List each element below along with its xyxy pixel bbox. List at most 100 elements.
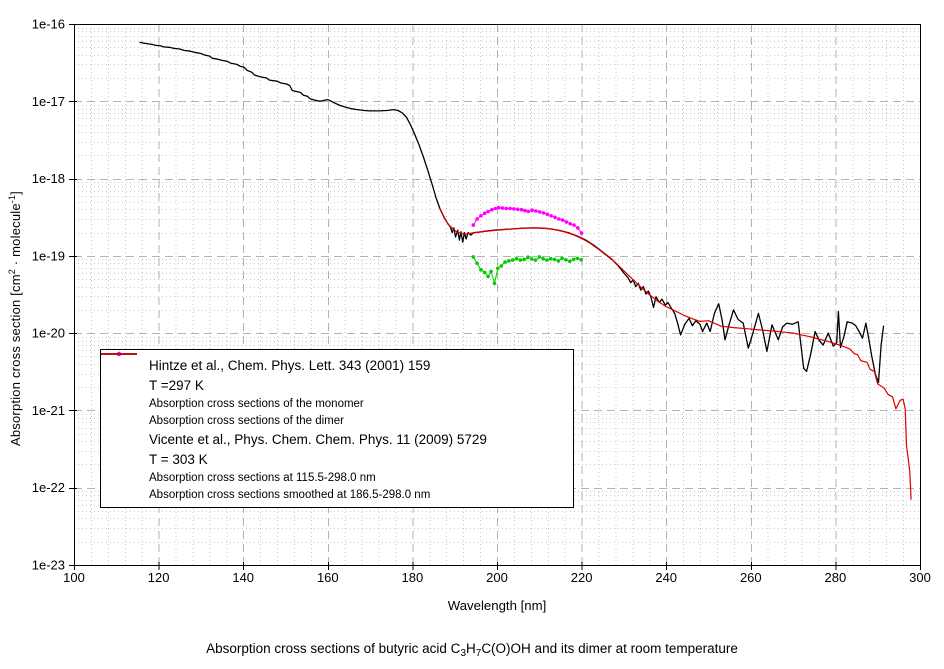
series-monomer bbox=[471, 255, 583, 286]
legend-label: T = 303 K bbox=[149, 451, 208, 467]
data-point-monomer bbox=[575, 256, 580, 261]
legend-label: Absorption cross sections at 115.5-298.0… bbox=[149, 471, 376, 484]
data-point-monomer bbox=[579, 258, 583, 262]
legend-row: Hintze et al., Chem. Phys. Lett. 343 (20… bbox=[101, 351, 573, 375]
data-point-monomer bbox=[533, 258, 538, 262]
data-point-dimer bbox=[512, 207, 516, 211]
x-tick-label: 120 bbox=[148, 570, 170, 585]
data-point-monomer bbox=[529, 257, 534, 261]
legend-label: Absorption cross sections of the monomer bbox=[149, 397, 364, 410]
y-tick-label: 1e-16 bbox=[32, 17, 65, 32]
data-point-monomer bbox=[482, 270, 487, 275]
x-tick-label: 200 bbox=[486, 570, 508, 585]
ylabel-part-text: Absorption cross section [cm bbox=[8, 274, 23, 446]
y-tick-label: 1e-17 bbox=[32, 94, 65, 109]
chart-caption: Absorption cross sections of butyric aci… bbox=[0, 641, 944, 659]
x-tick-label: 180 bbox=[402, 570, 424, 585]
data-point-dimer bbox=[471, 223, 476, 227]
data-point-dimer bbox=[519, 207, 524, 212]
data-point-dimer bbox=[523, 208, 527, 213]
axis-ticks bbox=[69, 24, 921, 570]
data-point-monomer bbox=[514, 256, 519, 261]
legend-label: Absorption cross sections of the dimer bbox=[149, 414, 344, 427]
data-point-monomer bbox=[568, 259, 572, 264]
legend-label: T =297 K bbox=[149, 377, 204, 393]
data-point-dimer bbox=[572, 223, 576, 227]
data-point-dimer bbox=[490, 207, 494, 212]
x-tick-label: 300 bbox=[909, 570, 931, 585]
y-tick-label: 1e-23 bbox=[32, 558, 65, 573]
y-tick-label: 1e-19 bbox=[32, 248, 65, 263]
ylabel-part-sup: 2 bbox=[7, 269, 17, 275]
y-tick-label: 1e-22 bbox=[32, 480, 65, 495]
data-point-dimer bbox=[553, 215, 557, 220]
data-point-monomer bbox=[526, 255, 530, 259]
data-point-dimer bbox=[493, 206, 498, 211]
data-point-dimer bbox=[560, 218, 565, 222]
series-dimer bbox=[471, 205, 584, 235]
data-point-dimer bbox=[568, 222, 572, 226]
data-point-dimer bbox=[496, 205, 501, 210]
caption-part-text: H bbox=[466, 641, 476, 656]
x-tick-label: 220 bbox=[571, 570, 593, 585]
data-point-monomer bbox=[507, 259, 511, 263]
data-point-dimer bbox=[486, 209, 490, 214]
legend-row: T =297 K bbox=[101, 375, 573, 395]
data-point-dimer bbox=[545, 212, 550, 217]
x-tick-label: 140 bbox=[232, 570, 254, 585]
data-point-monomer bbox=[548, 256, 553, 261]
data-point-dimer bbox=[541, 211, 546, 215]
data-point-monomer bbox=[503, 260, 507, 264]
y-tick-label: 1e-21 bbox=[32, 403, 65, 418]
y-tick-label: 1e-20 bbox=[32, 326, 65, 341]
legend-row: Absorption cross sections of the dimer bbox=[101, 351, 573, 429]
legend-row: Absorption cross sections smoothed at 18… bbox=[101, 353, 573, 503]
data-point-dimer bbox=[482, 211, 487, 216]
caption-part-sub: 3 bbox=[460, 648, 466, 659]
x-tick-label: 280 bbox=[825, 570, 847, 585]
data-point-dimer bbox=[526, 209, 531, 214]
data-point-monomer bbox=[471, 255, 476, 259]
data-point-dimer bbox=[537, 210, 542, 214]
data-point-dimer bbox=[579, 231, 584, 235]
data-point-monomer bbox=[499, 264, 504, 268]
data-point-dimer bbox=[515, 207, 520, 212]
data-point-monomer bbox=[541, 256, 545, 261]
legend-line-icon bbox=[101, 353, 137, 355]
data-point-dimer bbox=[504, 206, 509, 211]
legend-row: T = 303 K bbox=[101, 449, 573, 469]
x-axis-label: Wavelength [nm] bbox=[448, 598, 546, 613]
caption-part-text: C(O)OH and its dimer at room temperature bbox=[481, 641, 738, 656]
legend-box: Hintze et al., Chem. Phys. Lett. 343 (20… bbox=[100, 349, 574, 508]
data-point-monomer bbox=[560, 256, 564, 261]
data-point-dimer bbox=[508, 206, 512, 211]
legend-row: Vicente et al., Phys. Chem. Chem. Phys. … bbox=[101, 353, 573, 449]
data-point-dimer bbox=[479, 214, 483, 218]
data-point-monomer bbox=[479, 268, 483, 272]
data-point-monomer bbox=[475, 261, 479, 266]
data-point-monomer bbox=[556, 259, 561, 263]
x-tick-label: 240 bbox=[655, 570, 677, 585]
data-point-monomer bbox=[571, 257, 576, 262]
legend-label: Hintze et al., Chem. Phys. Lett. 343 (20… bbox=[149, 357, 431, 373]
data-point-monomer bbox=[564, 258, 568, 262]
data-point-monomer bbox=[489, 269, 493, 274]
legend-label: Absorption cross sections smoothed at 18… bbox=[149, 488, 431, 501]
legend-label: Vicente et al., Phys. Chem. Chem. Phys. … bbox=[149, 431, 487, 447]
data-point-monomer bbox=[518, 258, 523, 262]
x-tick-label: 160 bbox=[317, 570, 339, 585]
data-point-dimer bbox=[475, 217, 479, 221]
data-point-monomer bbox=[522, 257, 526, 262]
data-point-monomer bbox=[492, 281, 497, 286]
y-tick-label: 1e-18 bbox=[32, 171, 65, 186]
data-point-monomer bbox=[510, 258, 515, 262]
legend-row: Absorption cross sections at 115.5-298.0… bbox=[101, 469, 573, 486]
ylabel-part-text: · molecule bbox=[8, 203, 23, 269]
caption-part-text: Absorption cross sections of butyric aci… bbox=[206, 641, 461, 656]
data-point-dimer bbox=[576, 226, 580, 230]
plot-front: 100 120 140 160 180 200 220 240 260 280 300 1e-16 1e… bbox=[32, 17, 931, 586]
x-tick-label: 260 bbox=[740, 570, 762, 585]
data-point-monomer bbox=[537, 255, 542, 259]
ylabel-part-sup: -1 bbox=[7, 194, 17, 204]
